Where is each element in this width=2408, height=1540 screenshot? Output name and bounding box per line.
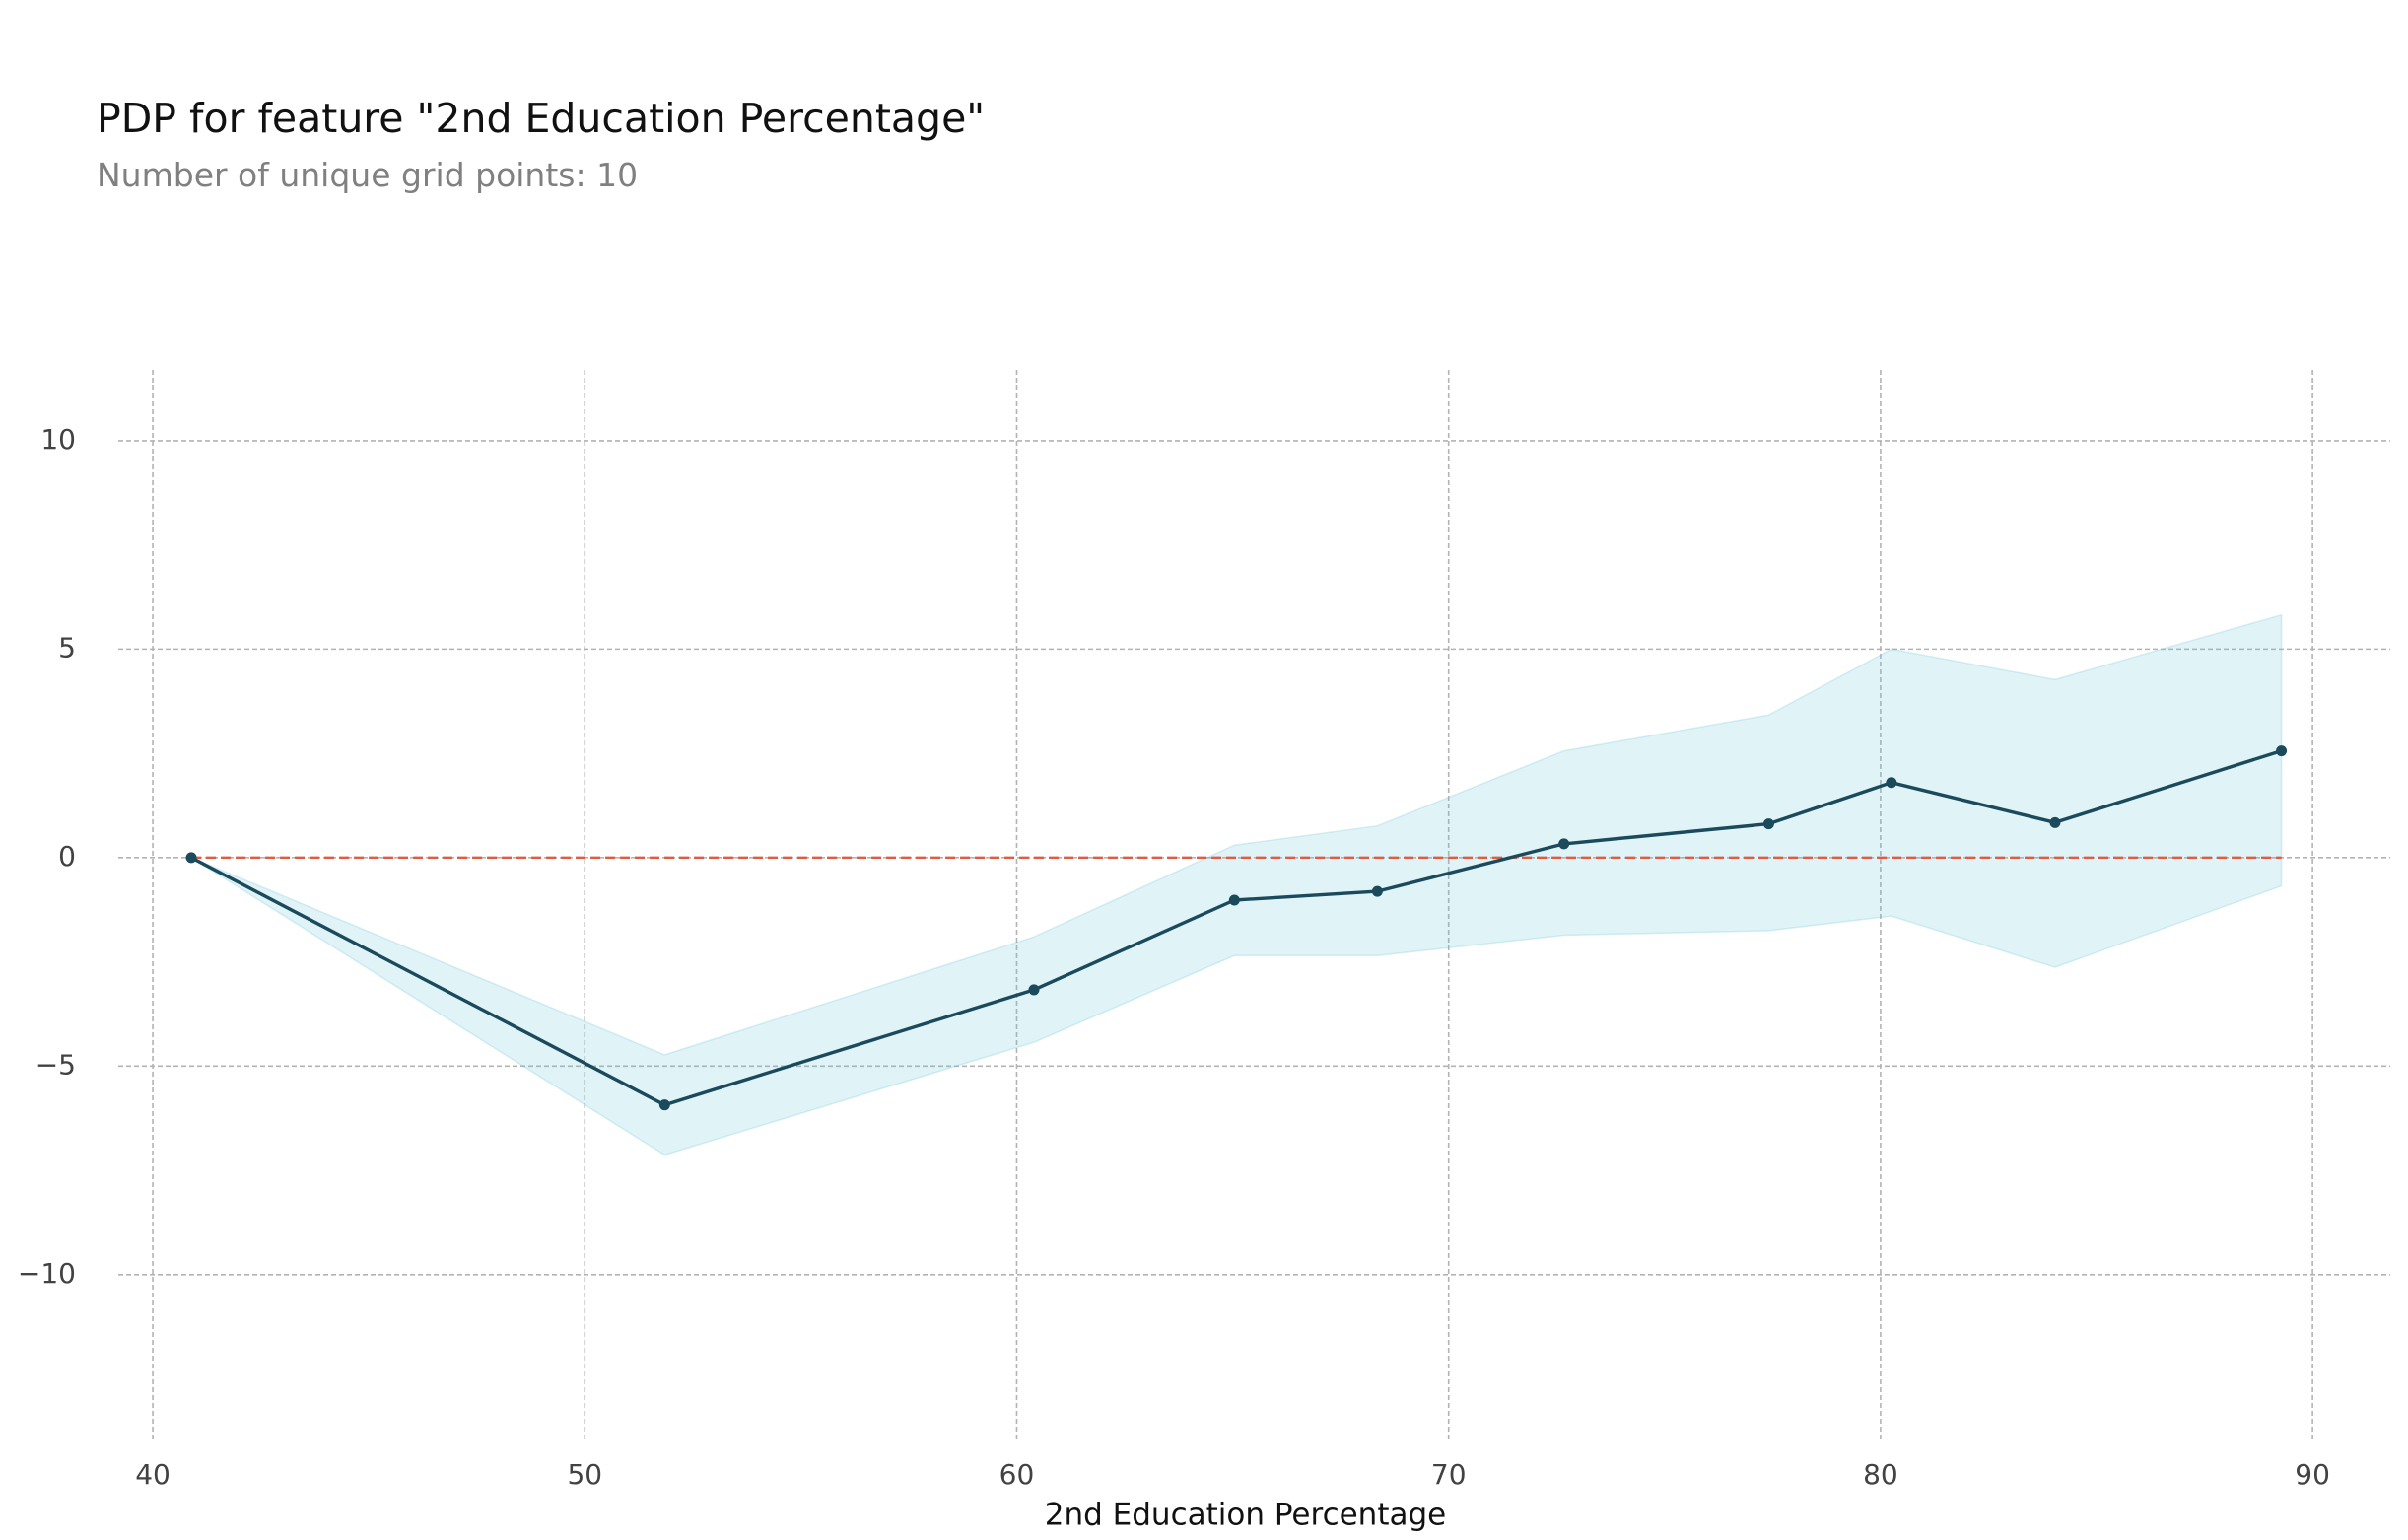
pdp-point	[1028, 984, 1040, 996]
x-tick-label: 60	[999, 1458, 1035, 1491]
y-tick-label: −10	[18, 1257, 76, 1290]
confidence-band-layer	[190, 613, 2283, 1156]
x-tick-label: 70	[1431, 1458, 1467, 1491]
pdp-point	[1371, 885, 1383, 897]
y-tick-label: 10	[40, 423, 76, 455]
pdp-point	[658, 1099, 670, 1111]
x-tick-label: 80	[1863, 1458, 1898, 1491]
y-tick-label: −5	[35, 1048, 76, 1081]
pdp-point	[1228, 894, 1240, 906]
pdp-point	[185, 852, 197, 864]
x-axis-label: 2nd Education Percentage	[1045, 1498, 1446, 1533]
x-tick-label: 90	[2295, 1458, 2330, 1491]
chart-subtitle: Number of unique grid points: 10	[97, 156, 639, 194]
pdp-point	[1558, 838, 1570, 850]
x-tick-label: 40	[135, 1458, 171, 1491]
pdp-point	[1762, 818, 1774, 830]
pdp-points-layer	[185, 745, 2288, 1111]
pdp-line-layer	[190, 748, 2283, 1107]
chart-title: PDP for feature "2nd Education Percentag…	[97, 95, 986, 142]
confidence-band	[190, 613, 2283, 1156]
pdp-line	[190, 748, 2283, 1107]
x-tick-label: 50	[567, 1458, 602, 1491]
gridlines	[118, 370, 2390, 1441]
pdp-point	[2049, 816, 2061, 828]
pdp-point	[1886, 777, 1897, 789]
pdp-point	[2276, 745, 2288, 757]
y-tick-label: 5	[58, 631, 76, 664]
y-tick-label: 0	[58, 840, 76, 873]
